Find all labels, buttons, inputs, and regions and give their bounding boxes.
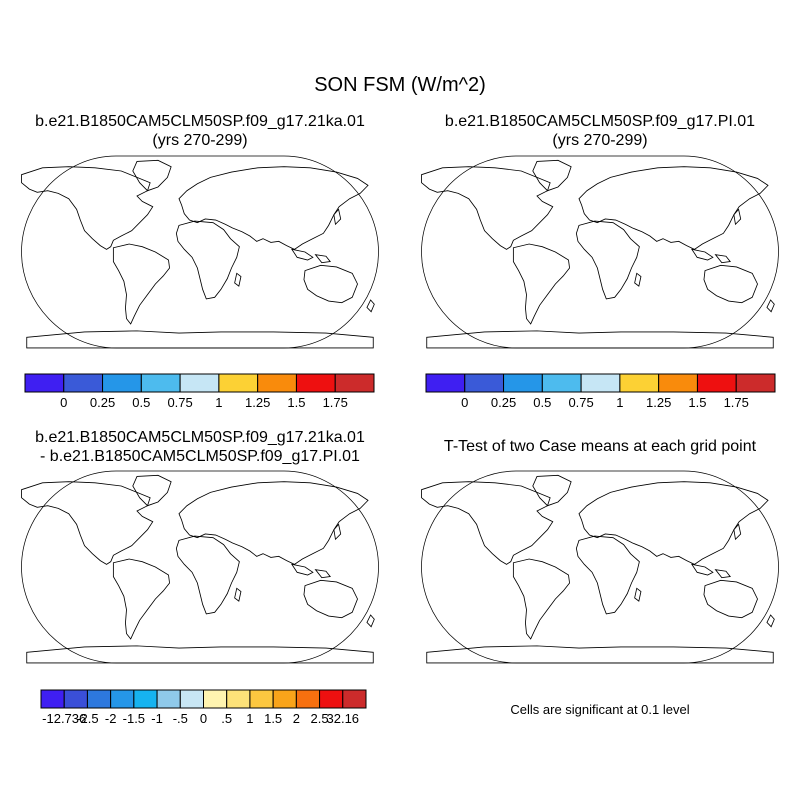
map-frame-bg	[21, 156, 379, 348]
colorbar-panel-3-box-0	[40, 689, 65, 709]
colorbar-panel-1-box-0	[24, 373, 65, 393]
panel-3-title-line1: b.e21.B1850CAM5CLM50SP.f09_g17.21ka.01	[35, 429, 365, 446]
map-frame-bg	[421, 471, 779, 663]
colorbar-panel-3-tick-label: 0	[200, 711, 207, 726]
colorbars: 0 0.25 0.5 0.75 1 1.25 1.5 1.75 0 0.25 0.5 0.75 1 1.2…	[24, 373, 776, 726]
colorbar-panel-1-box-6	[257, 373, 297, 393]
colorbar-panel-2-box-6	[658, 373, 698, 393]
colorbar-panel-3-tick-label: 32.16	[327, 711, 360, 726]
colorbar-panel-2-tick-label: 0.5	[533, 395, 551, 410]
map-p3	[21, 470, 379, 664]
colorbar-panel-2-box-1	[464, 373, 505, 393]
colorbar-panel-3-box-8	[226, 689, 251, 709]
map-p1	[21, 155, 379, 349]
colorbar-panel-1-box-5	[218, 373, 259, 393]
colorbar-panel-1-box-8	[334, 373, 375, 393]
map-frame-border	[21, 470, 379, 664]
colorbar-panel-3-box-12	[319, 689, 344, 709]
colorbar-panel-1-box-3	[140, 373, 181, 393]
colorbar-panel-3-tick-label: .5	[221, 711, 232, 726]
map-p4	[421, 470, 779, 664]
panel-1-title-line2: (yrs 270-299)	[152, 132, 248, 149]
map-frame-border	[421, 155, 779, 349]
map-frame-bg	[421, 156, 779, 348]
colorbar-panel-1: 0 0.25 0.5 0.75 1 1.25 1.5 1.75	[24, 373, 375, 410]
colorbar-panel-3-tick-label: 2.5	[311, 711, 329, 726]
colorbar-panel-3-tick-label: 1	[246, 711, 253, 726]
colorbar-panel-2-box-2	[503, 373, 543, 393]
map-frame-bg	[21, 471, 379, 663]
colorbar-panel-2-tick-label: 1	[616, 395, 623, 410]
colorbar-panel-3-box-13	[342, 689, 367, 709]
colorbar-panel-3-box-7	[203, 689, 228, 709]
colorbar-panel-2-box-5	[619, 373, 660, 393]
colorbar-panel-1-tick-label: 1.25	[245, 395, 270, 410]
colorbar-panel-2-box-4	[580, 373, 621, 393]
significance-note: Cells are significant at 0.1 level	[510, 702, 690, 717]
panel-2-title: b.e21.B1850CAM5CLM50SP.f09_g17.PI.01 (yr…	[400, 112, 800, 150]
colorbar-panel-3-box-9	[249, 689, 274, 709]
map-frame-border	[421, 470, 779, 664]
colorbar-panel-3-box-2	[86, 689, 112, 709]
colorbar-panel-3-box-6	[179, 689, 205, 709]
colorbar-panel-3-box-1	[63, 689, 88, 709]
colorbar-panel-3-tick-label: -2.5	[76, 711, 98, 726]
colorbar-panel-1-tick-label: 0.5	[132, 395, 150, 410]
panel-2-title-line1: b.e21.B1850CAM5CLM50SP.f09_g17.PI.01	[444, 113, 756, 130]
colorbar-panel-3-tick-label: 2	[293, 711, 300, 726]
panel-3-title: b.e21.B1850CAM5CLM50SP.f09_g17.21ka.01 -…	[0, 428, 400, 466]
colorbar-panel-3-tick-label: -2	[105, 711, 117, 726]
map-p2	[421, 155, 779, 349]
colorbar-panel-1-tick-label: 0	[60, 395, 67, 410]
colorbar-panel-1-box-2	[102, 373, 142, 393]
colorbar-panel-2-tick-label: 0	[461, 395, 468, 410]
panel-3-title-line2: - b.e21.B1850CAM5CLM50SP.f09_g17.PI.01	[40, 448, 360, 465]
colorbar-panel-2-tick-label: 0.75	[568, 395, 593, 410]
panel-1-title: b.e21.B1850CAM5CLM50SP.f09_g17.21ka.01 (…	[0, 112, 400, 150]
figure-title: SON FSM (W/m^2)	[314, 74, 486, 96]
colorbar-panel-2-tick-label: 1.5	[688, 395, 706, 410]
colorbar-panel-3-box-4	[133, 689, 158, 709]
colorbar-panel-3: -12.736-2.5 -2 -1.5 -1 -.5 0 .5 1 1.5 2 2.532.16	[40, 689, 367, 726]
colorbar-panel-1-tick-label: 1.75	[323, 395, 348, 410]
colorbar-panel-3-tick-label: -12.736	[42, 711, 86, 726]
colorbar-panel-1-tick-label: 0.25	[90, 395, 115, 410]
colorbar-panel-1-tick-label: 1.5	[287, 395, 305, 410]
colorbar-panel-2-box-7	[696, 373, 737, 393]
panel-4-title-line1: T-Test of two Case means at each grid po…	[443, 438, 757, 455]
colorbar-panel-3-box-3	[110, 689, 135, 709]
colorbar-panel-2-tick-label: 0.25	[491, 395, 516, 410]
colorbar-panel-2: 0 0.25 0.5 0.75 1 1.25 1.5 1.75	[425, 373, 776, 410]
colorbar-panel-1-tick-label: 1	[215, 395, 222, 410]
colorbar-panel-2-box-8	[735, 373, 776, 393]
colorbar-panel-3-box-10	[272, 689, 297, 709]
colorbar-panel-2-box-0	[425, 373, 466, 393]
colorbar-panel-3-box-11	[295, 689, 321, 709]
colorbar-panel-1-tick-label: 0.75	[167, 395, 192, 410]
panel-4-title: T-Test of two Case means at each grid po…	[400, 437, 800, 456]
panel-2-title-line2: (yrs 270-299)	[552, 132, 648, 149]
colorbar-panel-2-tick-label: 1.75	[724, 395, 749, 410]
colorbar-panel-3-box-5	[156, 689, 181, 709]
colorbar-panel-1-box-4	[179, 373, 220, 393]
colorbar-panel-1-box-1	[63, 373, 104, 393]
map-panels	[21, 155, 779, 664]
colorbar-panel-2-tick-label: 1.25	[646, 395, 671, 410]
colorbar-panel-3-tick-label: -.5	[173, 711, 188, 726]
panel-1-title-line1: b.e21.B1850CAM5CLM50SP.f09_g17.21ka.01	[35, 113, 365, 130]
colorbar-panel-3-tick-label: 1.5	[264, 711, 282, 726]
colorbar-panel-2-box-3	[541, 373, 582, 393]
map-frame-border	[21, 155, 379, 349]
colorbar-panel-3-tick-label: -1.5	[123, 711, 145, 726]
colorbar-panel-1-box-7	[295, 373, 336, 393]
colorbar-panel-3-tick-label: -1	[151, 711, 163, 726]
